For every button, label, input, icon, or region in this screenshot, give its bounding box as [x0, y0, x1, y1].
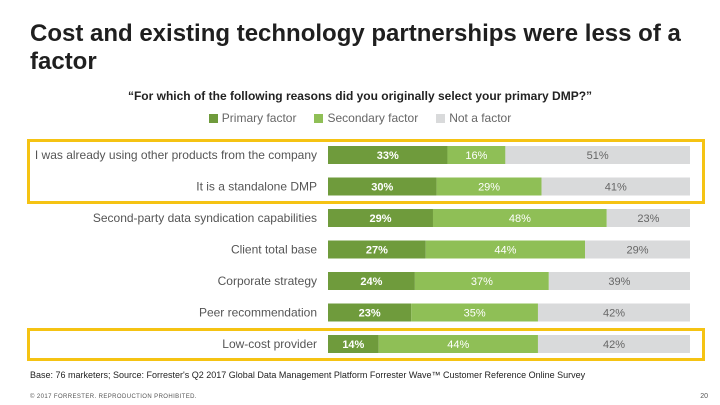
bar-segment: [537, 303, 690, 322]
bar-segment: [548, 272, 690, 290]
bar-segment: [606, 209, 690, 227]
bar-segment: [378, 335, 538, 353]
highlight-box-bottom: [27, 328, 705, 361]
bar-segment: [328, 146, 448, 164]
bar-segment: [328, 272, 415, 290]
data-label: 35%: [464, 308, 486, 320]
category-label: Client total base: [231, 243, 317, 257]
data-label: 39%: [608, 276, 630, 288]
bar-segment: [585, 240, 690, 259]
legend-label-secondary: Secondary factor: [327, 111, 419, 125]
legend-label-primary: Primary factor: [221, 111, 297, 125]
data-label: 44%: [494, 245, 516, 257]
bar-segment: [436, 177, 542, 196]
bar-segment: [541, 177, 690, 196]
category-label: Corporate strategy: [218, 274, 317, 288]
bar-segment: [328, 303, 412, 322]
page-title: Cost and existing technology partnership…: [30, 20, 681, 75]
bar-segment: [411, 303, 538, 322]
bar-segment: [414, 272, 549, 290]
legend-swatch-not: [436, 113, 446, 123]
highlight-box-top: [27, 139, 705, 204]
data-label: 48%: [509, 213, 531, 225]
bar-segment: [328, 209, 433, 227]
data-label: 29%: [369, 213, 391, 225]
data-label: 37%: [471, 276, 493, 288]
data-label: 42%: [603, 308, 625, 320]
bar-segment: [328, 177, 437, 196]
data-label: 41%: [605, 182, 627, 194]
data-label: 27%: [366, 245, 388, 257]
data-label: 24%: [360, 276, 382, 288]
bar-segment: [447, 146, 506, 164]
category-label: Peer recommendation: [199, 306, 317, 320]
data-label: 51%: [587, 150, 609, 162]
bar-segment: [328, 240, 426, 259]
legend-swatch-secondary: [314, 113, 324, 123]
data-label: 30%: [371, 182, 393, 194]
bar-segment: [432, 209, 607, 227]
chart-question: “For which of the following reasons did …: [127, 89, 593, 103]
data-label: 33%: [377, 150, 399, 162]
data-label: 16%: [465, 150, 487, 162]
legend-label-not: Not a factor: [449, 111, 512, 125]
data-label: 42%: [603, 339, 625, 351]
bar-segment: [328, 335, 379, 353]
category-label: I was already using other products from …: [35, 148, 317, 162]
chart-legend: Primary factor Secondary factor Not a fa…: [0, 111, 720, 125]
bar-segment: [537, 335, 690, 353]
legend-item-secondary: Secondary factor: [314, 111, 418, 125]
data-label: 14%: [342, 339, 364, 351]
legend-item-primary: Primary factor: [208, 111, 297, 125]
category-label: Low-cost provider: [222, 337, 317, 351]
source-footnote: Base: 76 marketers; Source: Forrester's …: [30, 370, 586, 380]
legend-item-not: Not a factor: [436, 111, 511, 125]
data-label: 23%: [359, 308, 381, 320]
category-label: Second-party data syndication capabiliti…: [93, 211, 317, 225]
copyright-notice: © 2017 FORRESTER. REPRODUCTION PROHIBITE…: [30, 394, 197, 400]
category-label: It is a standalone DMP: [196, 180, 317, 194]
data-label: 29%: [626, 245, 648, 257]
data-label: 44%: [447, 339, 469, 351]
legend-swatch-primary: [208, 113, 218, 123]
bar-segment: [425, 240, 586, 259]
data-label: 23%: [637, 213, 659, 225]
data-label: 29%: [478, 182, 500, 194]
page-number: 20: [700, 393, 708, 400]
bar-segment: [505, 146, 690, 164]
